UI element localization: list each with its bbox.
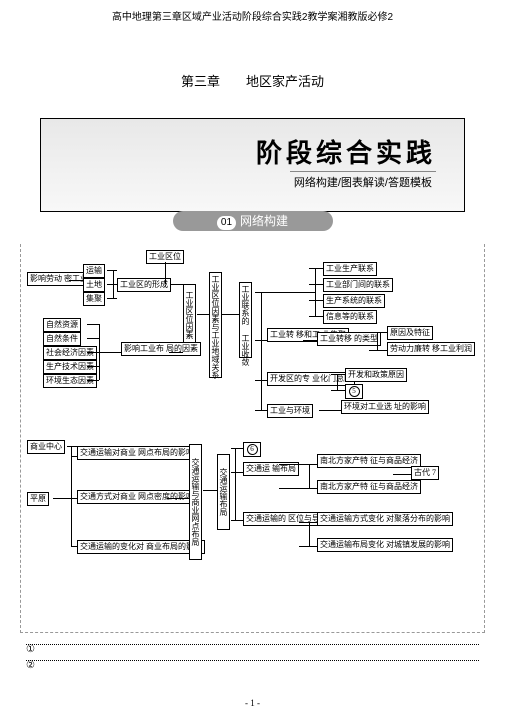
- node: 交通运输布局: [217, 454, 230, 530]
- node: 工业区位因素与工业地域关系: [209, 272, 222, 378]
- node: 集聚: [83, 292, 105, 306]
- node: 劳动力廉转 移工业利润: [387, 342, 475, 356]
- circle-num: 6: [247, 444, 258, 455]
- node: 工业区位因素: [183, 284, 196, 346]
- pill-text: 网络构建: [240, 214, 288, 228]
- node: 土地: [83, 278, 105, 292]
- page-number: - 1 -: [0, 698, 505, 708]
- node: 工业联系的 工业收敛: [239, 282, 252, 358]
- fill-blank-2: ②: [26, 660, 479, 661]
- node: 南北方家产特 征与商品经济: [317, 480, 421, 494]
- node: 交通运输方式变化 对聚落分布的影响: [317, 512, 453, 526]
- node: 工业生产联系: [323, 262, 377, 276]
- node: 原因及特征: [387, 326, 433, 340]
- banner: 阶段综合实践 网络构建/图表解读/答题模板: [40, 118, 465, 212]
- node: 工业区的形成: [117, 278, 171, 292]
- node: 工业与环境: [267, 404, 313, 418]
- node: 自然资源: [43, 318, 81, 332]
- node: 信息等的联系: [323, 310, 377, 324]
- node: 古代 7: [411, 466, 439, 480]
- blank-label: ①: [26, 644, 35, 655]
- banner-title: 阶段综合实践: [256, 133, 436, 170]
- node: 6: [243, 442, 261, 457]
- node: 交通运输对商业 网点布局的影响: [77, 446, 197, 460]
- node: 环境对工业选 址的影响: [341, 400, 429, 414]
- node: 影响劳动 密工业: [27, 272, 91, 286]
- node: 环境生态因素: [43, 374, 97, 388]
- node: 交通运输布局变化 对城镇发展的影响: [317, 538, 453, 552]
- section-pill: 01 网络构建: [173, 211, 333, 231]
- circle-num: 5: [349, 386, 360, 397]
- node: 运输: [83, 264, 105, 278]
- node: 平原: [27, 492, 49, 506]
- node: 生产技术因素: [43, 360, 97, 374]
- node: 社会经济因素: [43, 346, 97, 360]
- pill-number: 01: [217, 216, 236, 230]
- node: 影响工业布 局的因素: [121, 342, 201, 356]
- node: 5: [345, 384, 363, 399]
- page: 高中地理第三章区域产业活动阶段综合实践2教学案湘教版必修2 第三章 地区家产活动…: [0, 0, 505, 714]
- node: 自然条件: [43, 332, 81, 346]
- node: 交通方式对商业 网点密度的影响: [77, 490, 197, 504]
- node: 工业部门间的联系: [323, 278, 393, 292]
- node: 生产系统的联系: [323, 294, 385, 308]
- blank-label: ②: [26, 660, 35, 671]
- doc-header: 高中地理第三章区域产业活动阶段综合实践2教学案湘教版必修2: [0, 0, 505, 23]
- fill-blank-1: ①: [26, 644, 479, 645]
- node: 工业转移 的类型: [317, 332, 381, 346]
- chapter-title: 第三章 地区家产活动: [0, 71, 505, 90]
- banner-subtitle: 网络构建/图表解读/答题模板: [290, 171, 436, 192]
- node: 交通运输的变化对 商业布局的影响: [77, 540, 205, 554]
- node: 开发和政策原因: [345, 368, 407, 382]
- node: 交通运输与商业网点布局: [189, 444, 202, 560]
- node: 南北方家产特 征与商品经济: [317, 454, 421, 468]
- node: 商业中心: [27, 440, 65, 454]
- network-diagram: 工业区位 影响劳动 密工业 运输 土地 集聚 工业区的形成 工业区位因素 工业区…: [20, 244, 485, 633]
